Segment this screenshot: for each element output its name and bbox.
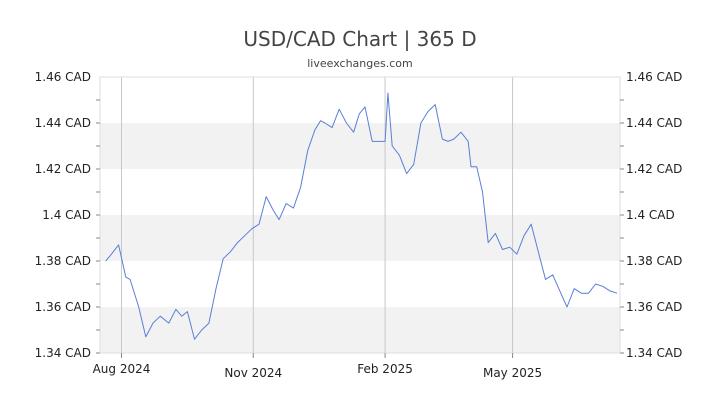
y-tick-label-right: 1.46 CAD: [626, 70, 682, 84]
y-tick-label-left: 1.46 CAD: [35, 70, 91, 84]
y-tick-label-right: 1.4 CAD: [626, 208, 675, 222]
x-tick-label: Nov 2024: [224, 366, 282, 380]
chart-subtitle: liveexchanges.com: [307, 57, 412, 70]
y-tick-label-right: 1.38 CAD: [626, 254, 682, 268]
y-tick-label-right: 1.44 CAD: [626, 116, 682, 130]
y-tick-label-left: 1.44 CAD: [35, 116, 91, 130]
y-tick-label-right: 1.42 CAD: [626, 162, 682, 176]
grid-band: [100, 215, 620, 261]
chart-title: USD/CAD Chart | 365 D: [243, 27, 476, 51]
y-tick-label-right: 1.36 CAD: [626, 300, 682, 314]
y-tick-label-left: 1.38 CAD: [35, 254, 91, 268]
grid-band: [100, 123, 620, 169]
x-tick-label: Aug 2024: [93, 362, 151, 376]
x-tick-label: Feb 2025: [357, 362, 413, 376]
y-tick-label-left: 1.36 CAD: [35, 300, 91, 314]
y-tick-label-left: 1.42 CAD: [35, 162, 91, 176]
series-line-usdcad: [105, 92, 618, 340]
x-tick-label: May 2025: [483, 366, 542, 380]
y-axis-right: 1.46 CAD 1.44 CAD 1.42 CAD 1.4 CAD 1.38 CAD 1…: [620, 70, 682, 360]
grid-band: [100, 307, 620, 353]
y-tick-label-right: 1.34 CAD: [626, 346, 682, 360]
x-axis: Aug 2024 Nov 2024 Feb 2025 May 2025: [93, 353, 542, 380]
y-axis-left: 1.46 CAD 1.44 CAD 1.42 CAD 1.4 CAD 1.38 CAD 1…: [35, 70, 100, 360]
y-tick-label-left: 1.34 CAD: [35, 346, 91, 360]
grid-bands: [100, 123, 620, 353]
grid-vertical-lines: [120, 77, 514, 353]
y-tick-label-left: 1.4 CAD: [42, 208, 91, 222]
